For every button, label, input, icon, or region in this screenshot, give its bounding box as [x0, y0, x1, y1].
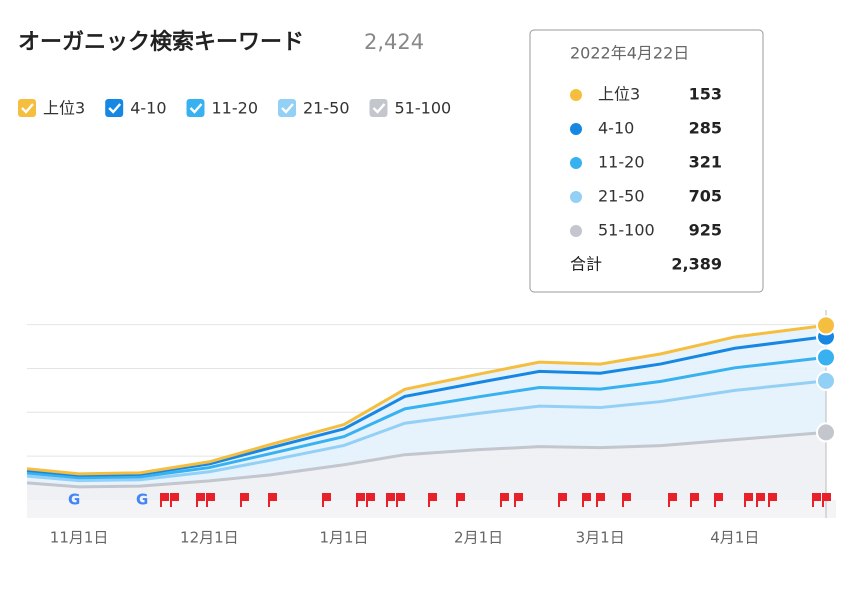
tooltip-rows: 上位3 153 4-10 285 11-20 321 21-50 705 51-100 925 [570, 85, 722, 240]
event-flag [366, 493, 375, 507]
event-flag [160, 493, 169, 507]
legend-checkbox [186, 99, 205, 117]
tooltip-value: 705 [689, 187, 722, 206]
event-flag [744, 493, 753, 507]
tooltip-value: 285 [689, 119, 722, 138]
end-dot [816, 370, 836, 391]
x-tick-label: 12月1日 [180, 529, 239, 547]
tooltip-dot [570, 225, 582, 237]
legend-checkbox [369, 99, 388, 117]
tooltip-series-name: 11-20 [598, 153, 645, 172]
area-fill [27, 380, 826, 487]
legend-checkbox [278, 99, 296, 117]
end-dot [816, 347, 836, 368]
check-mark [108, 103, 122, 114]
event-flag [768, 493, 777, 507]
event-flag [812, 493, 821, 507]
tooltip-total-label: 合計 [570, 255, 602, 274]
event-flag [396, 493, 405, 507]
legend-label: 51-100 [395, 99, 452, 118]
series-line [26, 355, 827, 480]
event-flag [582, 493, 591, 507]
google-update: G [68, 491, 80, 509]
tooltip-dot [570, 123, 582, 135]
plot-background [27, 500, 836, 518]
plot: 11月1日 12月1日 1月1日 2月1日 3月1日 4月1日 [26, 310, 836, 547]
event-flag [322, 493, 331, 507]
x-tick-label: 4月1日 [710, 529, 759, 547]
event-flag [822, 493, 831, 507]
series-line [26, 430, 827, 489]
legend-checkbox [105, 99, 124, 117]
tooltip-series-name: 4-10 [598, 119, 634, 138]
legend-label: 11-20 [212, 99, 259, 118]
area-fill [27, 336, 826, 478]
total-count: 2,424 [364, 30, 424, 54]
legend-label: 21-50 [303, 99, 350, 118]
event-flag [690, 493, 699, 507]
tooltip-total: 2,389 [671, 255, 722, 274]
check-mark [21, 103, 34, 114]
legend-label: 上位3 [43, 99, 85, 118]
event-flag [500, 493, 509, 507]
tooltip-value: 321 [689, 153, 722, 172]
event-flag [196, 493, 205, 507]
tooltip-value: 925 [689, 221, 722, 240]
event-flag [558, 493, 567, 507]
event-flag [268, 493, 277, 507]
check-mark [372, 103, 386, 114]
x-tick-label: 1月1日 [319, 529, 368, 547]
check-mark [281, 103, 294, 114]
chart-title: オーガニック検索キーワード [18, 30, 304, 55]
event-flag [456, 493, 465, 507]
event-flag [596, 493, 605, 507]
area-fill [27, 432, 826, 500]
tooltip-dot [570, 191, 582, 203]
series-line [26, 323, 827, 476]
event-flag [714, 493, 723, 507]
event-flag [428, 493, 437, 507]
tooltip-series-name: 21-50 [598, 187, 645, 206]
series-line [26, 379, 827, 483]
tooltip-series-name: 上位3 [598, 85, 640, 104]
x-tick-label: 2月1日 [454, 529, 503, 547]
event-flag [206, 493, 215, 507]
event-flag [386, 493, 395, 507]
legend: 上位3 4-10 11-20 21-50 51-100 [18, 99, 451, 118]
event-flag [668, 493, 677, 507]
check-mark [189, 103, 203, 114]
area-fill [27, 325, 826, 476]
event-flag [170, 493, 179, 507]
legend-checkbox [18, 99, 36, 117]
end-dot [816, 315, 836, 336]
tooltip-dot [570, 89, 582, 101]
x-tick-label: 11月1日 [50, 529, 109, 547]
event-flag [756, 493, 765, 507]
event-flag [514, 493, 523, 507]
tooltip-date: 2022年4月22日 [570, 44, 689, 63]
tooltip-value: 153 [689, 85, 722, 104]
tooltip-series-name: 51-100 [598, 221, 655, 240]
event-flag [622, 493, 631, 507]
end-dot [816, 422, 836, 443]
x-tick-label: 3月1日 [576, 529, 625, 547]
event-flag [240, 493, 249, 507]
event-flag [356, 493, 365, 507]
tooltip [529, 29, 764, 293]
google-update: G [136, 491, 148, 509]
legend-label: 4-10 [130, 99, 166, 118]
tooltip-dot [570, 157, 582, 169]
